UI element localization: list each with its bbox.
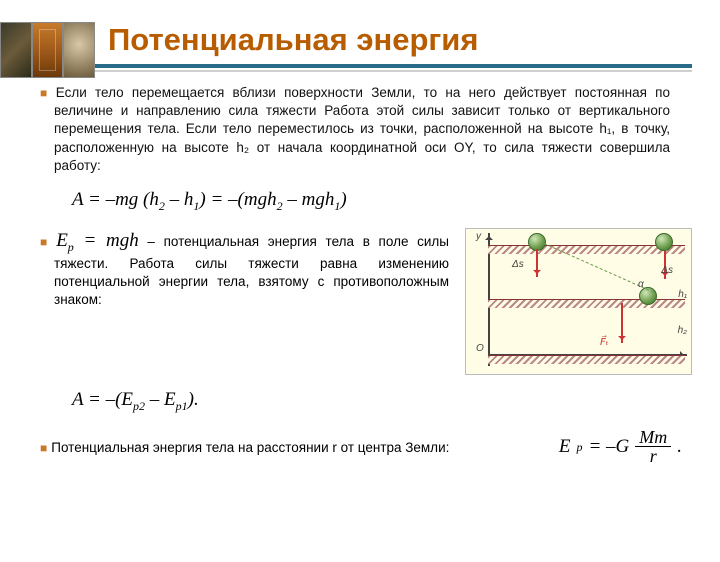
paragraph-1: ■Если тело перемещается вблизи поверхнос… bbox=[40, 84, 670, 175]
level-ground bbox=[488, 355, 685, 364]
bullet-icon: ■ bbox=[40, 441, 47, 455]
formula-work: A = –mg (h2 – h1) = –(mgh2 – mgh1) bbox=[72, 189, 720, 214]
paragraph-2: ■Еp = mgh – потенциальная энергия тела в… bbox=[40, 228, 449, 375]
label-h1: h₁ bbox=[678, 289, 687, 300]
ball-top-right bbox=[655, 233, 673, 251]
bullet-icon: ■ bbox=[40, 235, 52, 249]
label-ft: F⃗ₜ bbox=[600, 337, 609, 348]
label-alpha: α bbox=[638, 279, 644, 290]
page-title: Потенциальная энергия bbox=[108, 22, 720, 58]
formula-energy-diff: A = –(Ep2 – Ep1). bbox=[72, 389, 720, 414]
thumb-1 bbox=[0, 22, 32, 78]
label-o: O bbox=[476, 343, 484, 354]
diagram-potential-energy: y O h₁ h₂ Δs Δs F⃗ₜ α bbox=[465, 228, 692, 375]
label-h2: h₂ bbox=[678, 325, 687, 336]
label-ds: Δs bbox=[512, 259, 524, 270]
bullet-icon: ■ bbox=[40, 86, 52, 100]
label-ds2: Δs bbox=[661, 265, 673, 276]
footer-text: ■Потенциальная энергия тела на расстояни… bbox=[40, 440, 539, 455]
header-thumbnails bbox=[0, 22, 95, 78]
thumb-3 bbox=[63, 22, 95, 78]
title-rule bbox=[28, 64, 692, 72]
formula-gravitational: Ep = –G Mm r . bbox=[559, 428, 692, 467]
thumb-2 bbox=[32, 22, 64, 78]
vector-ds1 bbox=[536, 249, 538, 277]
label-y: y bbox=[476, 231, 481, 242]
vector-ft bbox=[621, 303, 623, 343]
